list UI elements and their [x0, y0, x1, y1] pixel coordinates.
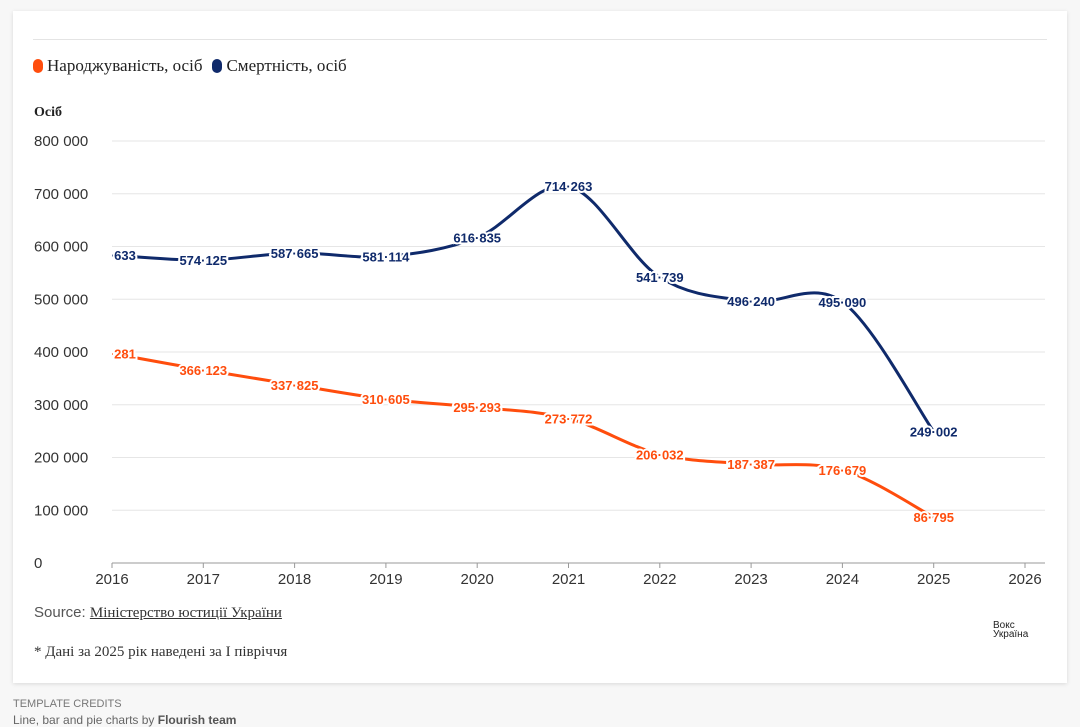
- data-label: 581·114: [362, 249, 410, 264]
- data-label: 397·281: [88, 346, 136, 361]
- y-tick-label: 500 000: [34, 291, 88, 308]
- x-tick-label: 2023: [734, 571, 767, 588]
- legend-swatch: [212, 59, 223, 73]
- y-axis-title: Осіб: [34, 105, 62, 120]
- x-tick-label: 2020: [461, 571, 494, 588]
- divider: [33, 39, 1047, 40]
- template-credits-title: TEMPLATE CREDITS: [13, 698, 122, 710]
- data-label: 310·605: [362, 392, 410, 407]
- series-line-0: [112, 351, 935, 519]
- series-line-1: [112, 184, 935, 433]
- logo: Вокс Україна: [993, 620, 1029, 640]
- x-tick-label: 2026: [1008, 571, 1041, 588]
- source: Source: Міністерство юстиції України: [34, 604, 282, 622]
- y-tick-label: 200 000: [34, 450, 88, 467]
- template-credits: Line, bar and pie charts by Flourish tea…: [13, 713, 236, 727]
- legend: Народжуваність, осіб Смертність, осіб: [33, 56, 347, 76]
- source-prefix: Source:: [34, 604, 90, 621]
- x-tick-label: 2025: [917, 571, 950, 588]
- x-tick-label: 2022: [643, 571, 676, 588]
- data-label: 583·633: [88, 248, 136, 263]
- data-label: 273·772: [545, 412, 593, 427]
- chart-card: Народжуваність, осіб Смертність, осіб Ос…: [13, 11, 1067, 683]
- x-tick-label: 2016: [95, 571, 128, 588]
- data-label: 337·825: [271, 378, 319, 393]
- x-tick-label: 2019: [369, 571, 402, 588]
- data-label: 176·679: [819, 463, 867, 478]
- footnote: * Дані за 2025 рік наведені за І піврічч…: [34, 644, 288, 660]
- legend-label: Смертність, осіб: [226, 56, 347, 75]
- x-tick-label: 2018: [278, 571, 311, 588]
- x-tick-label: 2021: [552, 571, 585, 588]
- x-tick-label: 2017: [187, 571, 220, 588]
- credits-text: Line, bar and pie charts by: [13, 713, 158, 727]
- legend-swatch: [33, 59, 43, 73]
- x-tick-label: 2024: [826, 571, 859, 588]
- data-label: 574·125: [179, 253, 227, 268]
- credits-author[interactable]: Flourish team: [157, 713, 237, 727]
- data-label: 495·090: [819, 295, 867, 310]
- data-label: 714·263: [545, 179, 593, 194]
- y-tick-label: 400 000: [34, 344, 88, 361]
- y-tick-label: 0: [34, 555, 42, 572]
- data-label: 616·835: [453, 231, 501, 246]
- data-label: 295·293: [453, 400, 501, 415]
- source-link[interactable]: Міністерство юстиції України: [89, 605, 282, 621]
- data-label: 541·739: [636, 270, 684, 285]
- legend-label: Народжуваність, осіб: [47, 56, 203, 75]
- data-label: 206·032: [636, 447, 684, 462]
- y-tick-label: 300 000: [34, 397, 88, 414]
- data-label: 249·002: [910, 425, 958, 440]
- legend-item-deaths[interactable]: Смертність, осіб: [212, 56, 347, 76]
- y-tick-label: 800 000: [34, 133, 88, 150]
- y-tick-label: 100 000: [34, 502, 88, 519]
- data-label: 587·665: [271, 246, 319, 261]
- legend-item-births[interactable]: Народжуваність, осіб: [33, 56, 202, 76]
- data-label: 496·240: [727, 294, 775, 309]
- y-tick-label: 700 000: [34, 186, 88, 203]
- y-tick-label: 600 000: [34, 239, 88, 256]
- data-label: 366·123: [179, 363, 227, 378]
- data-label: 86·795: [913, 510, 953, 525]
- data-label: 187·387: [727, 457, 775, 472]
